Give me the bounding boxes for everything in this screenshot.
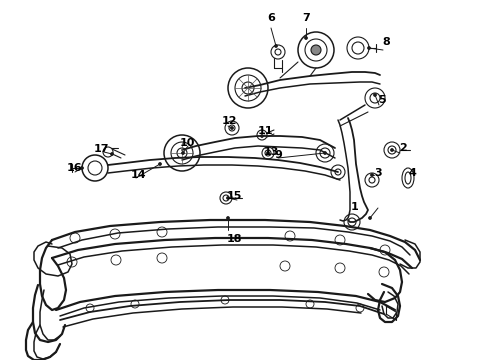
Circle shape (226, 216, 229, 220)
Circle shape (266, 152, 269, 154)
Circle shape (370, 174, 373, 176)
Text: 14: 14 (130, 170, 145, 180)
Text: 1: 1 (350, 202, 358, 212)
Text: 10: 10 (179, 138, 194, 148)
Text: 13: 13 (263, 147, 278, 157)
Circle shape (158, 162, 161, 166)
Text: 7: 7 (302, 13, 309, 23)
Circle shape (390, 148, 393, 152)
Circle shape (323, 152, 326, 154)
Text: 6: 6 (266, 13, 274, 23)
Circle shape (310, 45, 320, 55)
Text: 4: 4 (407, 168, 415, 178)
Text: 12: 12 (221, 116, 236, 126)
Circle shape (304, 36, 307, 40)
Circle shape (274, 45, 277, 48)
Circle shape (81, 166, 83, 170)
Text: 16: 16 (67, 163, 82, 173)
Text: 15: 15 (226, 191, 241, 201)
Circle shape (368, 216, 371, 220)
Text: 3: 3 (373, 168, 381, 178)
Text: 11: 11 (257, 126, 272, 136)
Circle shape (230, 126, 233, 130)
Text: 17: 17 (93, 144, 108, 154)
Text: 5: 5 (377, 95, 385, 105)
Circle shape (103, 147, 113, 157)
Text: 9: 9 (273, 150, 282, 160)
Circle shape (260, 135, 263, 138)
Text: 8: 8 (381, 37, 389, 47)
Text: 18: 18 (226, 234, 241, 244)
Circle shape (373, 94, 376, 96)
Text: 2: 2 (398, 143, 406, 153)
Circle shape (367, 46, 370, 49)
Circle shape (181, 152, 184, 154)
Circle shape (226, 197, 229, 199)
Circle shape (110, 153, 113, 156)
